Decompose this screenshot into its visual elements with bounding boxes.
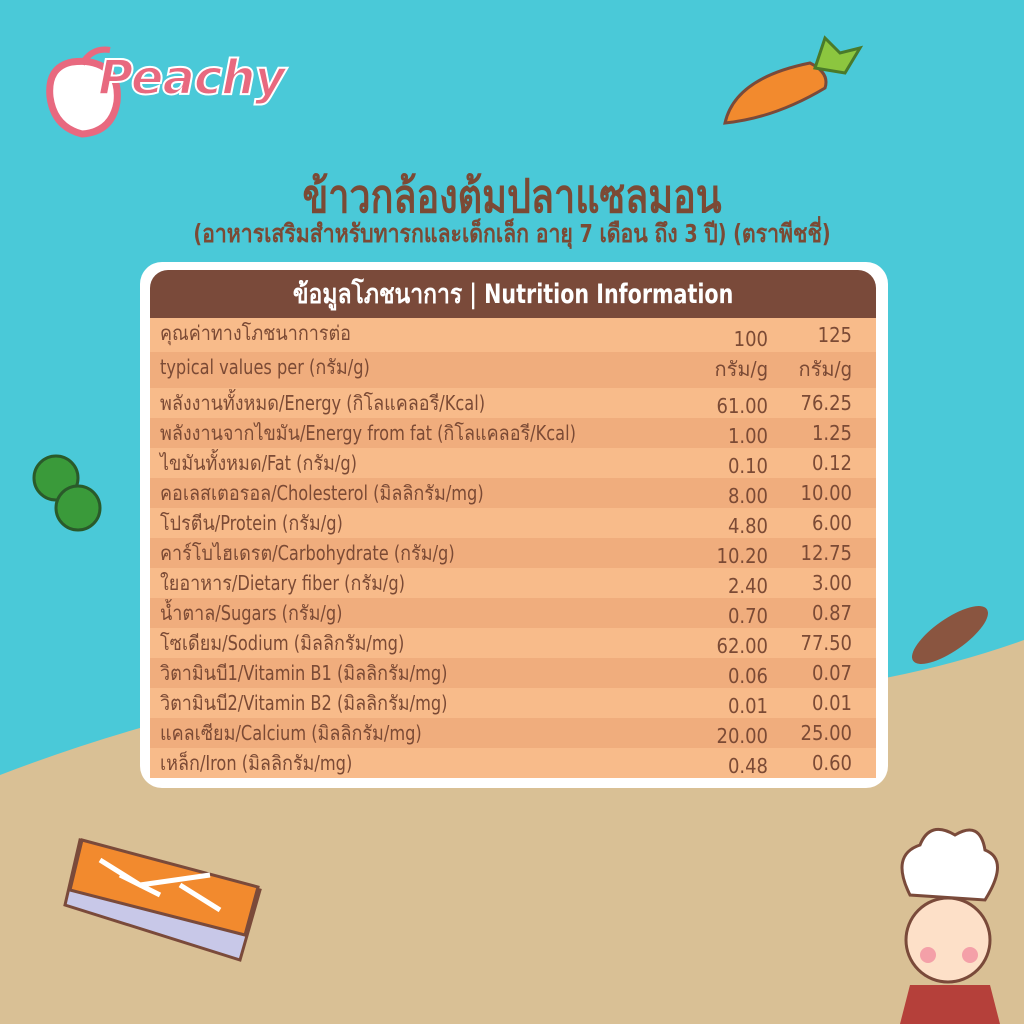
col1-unit: กรัม/g	[714, 357, 768, 381]
brand-logo-text: Peachy	[97, 49, 287, 107]
salmon-icon	[63, 838, 262, 962]
value-per-125g: 76.25	[800, 391, 853, 415]
bean-icon	[912, 606, 988, 664]
page-subtitle: (อาหารเสริมสำหรับทารกและเด็กเล็ก อายุ 7 …	[193, 219, 831, 248]
nutrient-name: วิตามินบี2/Vitamin B2 (มิลลิกรัม/mg)	[160, 691, 448, 715]
table-row: น้ำตาล/Sugars (กรัม/g) 0.70 0.87	[150, 598, 876, 628]
value-per-125g: 3.00	[811, 571, 852, 595]
value-per-125g: 0.87	[811, 601, 852, 625]
nutrient-name: แคลเซียม/Calcium (มิลลิกรัม/mg)	[160, 721, 422, 745]
nutrient-name: ใยอาหาร/Dietary fiber (กรัม/g)	[160, 571, 405, 595]
value-per-125g: 1.25	[811, 421, 852, 445]
nutrient-name: น้ำตาล/Sugars (กรัม/g)	[160, 601, 343, 625]
table-row: โซเดียม/Sodium (มิลลิกรัม/mg) 62.00 77.50	[150, 628, 876, 658]
value-per-125g: 0.60	[811, 751, 852, 775]
table-row: วิตามินบี1/Vitamin B1 (มิลลิกรัม/mg) 0.06…	[150, 658, 876, 688]
value-per-125g: 10.00	[800, 481, 853, 505]
value-per-125g: 6.00	[811, 511, 852, 535]
nutrient-name: วิตามินบี1/Vitamin B1 (มิลลิกรัม/mg)	[160, 661, 448, 685]
per-label-english: typical values per (กรัม/g)	[160, 355, 370, 379]
value-per-100g: 0.01	[727, 694, 768, 718]
value-per-100g: 0.06	[727, 664, 768, 688]
table-header-row: คุณค่าทางโภชนาการต่อ 100 125	[150, 318, 876, 352]
value-per-125g: 25.00	[800, 721, 853, 745]
value-per-100g: 0.10	[727, 454, 768, 478]
nutrient-name: คาร์โบไฮเดรต/Carbohydrate (กรัม/g)	[160, 541, 455, 565]
nutrient-name: คอเลสเตอรอล/Cholesterol (มิลลิกรัม/mg)	[160, 481, 484, 505]
value-per-100g: 4.80	[727, 514, 768, 538]
table-row: พลังงานจากไขมัน/Energy from fat (กิโลแคล…	[150, 418, 876, 448]
value-per-100g: 61.00	[716, 394, 769, 418]
page-title: ข้าวกล้องต้มปลาแซลมอน	[302, 169, 722, 223]
value-per-125g: 0.01	[811, 691, 852, 715]
peas-icon	[32, 454, 102, 532]
nutrition-table-heading: ข้อมูลโภชนาการ | Nutrition Information	[150, 270, 876, 318]
col2-unit: กรัม/g	[798, 357, 852, 381]
chef-character-icon	[900, 827, 1000, 1024]
value-per-125g: 0.07	[811, 661, 852, 685]
table-row: ใยอาหาร/Dietary fiber (กรัม/g) 2.40 3.00	[150, 568, 876, 598]
col2-amount: 125	[817, 323, 852, 347]
table-row: แคลเซียม/Calcium (มิลลิกรัม/mg) 20.00 25.0…	[150, 718, 876, 748]
nutrition-table: คุณค่าทางโภชนาการต่อ 100 125 typical val…	[150, 318, 876, 778]
value-per-100g: 62.00	[716, 634, 769, 658]
table-row: เหล็ก/Iron (มิลลิกรัม/mg) 0.48 0.60	[150, 748, 876, 778]
nutrient-name: โซเดียม/Sodium (มิลลิกรัม/mg)	[160, 631, 405, 655]
nutrient-name: พลังงานทั้งหมด/Energy (กิโลแคลอรี/Kcal)	[160, 391, 486, 415]
table-row: คอเลสเตอรอล/Cholesterol (มิลลิกรัม/mg) 8.…	[150, 478, 876, 508]
value-per-125g: 0.12	[811, 451, 852, 475]
per-label-thai: คุณค่าทางโภชนาการต่อ	[160, 321, 351, 345]
carrot-icon	[723, 35, 864, 125]
col1-amount: 100	[733, 327, 768, 351]
value-per-100g: 10.20	[716, 544, 769, 568]
table-row: วิตามินบี2/Vitamin B2 (มิลลิกรัม/mg) 0.01…	[150, 688, 876, 718]
nutrient-name: เหล็ก/Iron (มิลลิกรัม/mg)	[160, 751, 353, 775]
table-row: คาร์โบไฮเดรต/Carbohydrate (กรัม/g) 10.20 1…	[150, 538, 876, 568]
table-row: ไขมันทั้งหมด/Fat (กรัม/g) 0.10 0.12	[150, 448, 876, 478]
value-per-100g: 0.48	[727, 754, 768, 778]
table-row: พลังงานทั้งหมด/Energy (กิโลแคลอรี/Kcal) 6…	[150, 388, 876, 418]
nutrient-name: โปรตีน/Protein (กรัม/g)	[160, 511, 343, 535]
value-per-100g: 8.00	[727, 484, 768, 508]
value-per-100g: 2.40	[727, 574, 768, 598]
value-per-100g: 0.70	[727, 604, 768, 628]
value-per-125g: 77.50	[800, 631, 853, 655]
value-per-125g: 12.75	[800, 541, 853, 565]
table-header-row: typical values per (กรัม/g) กรัม/g กรัม/…	[150, 352, 876, 388]
value-per-100g: 1.00	[727, 424, 768, 448]
value-per-100g: 20.00	[716, 724, 769, 748]
nutrient-name: ไขมันทั้งหมด/Fat (กรัม/g)	[160, 451, 357, 475]
peach-logo-icon	[46, 46, 121, 138]
table-row: โปรตีน/Protein (กรัม/g) 4.80 6.00	[150, 508, 876, 538]
nutrient-name: พลังงานจากไขมัน/Energy from fat (กิโลแคล…	[160, 421, 576, 445]
